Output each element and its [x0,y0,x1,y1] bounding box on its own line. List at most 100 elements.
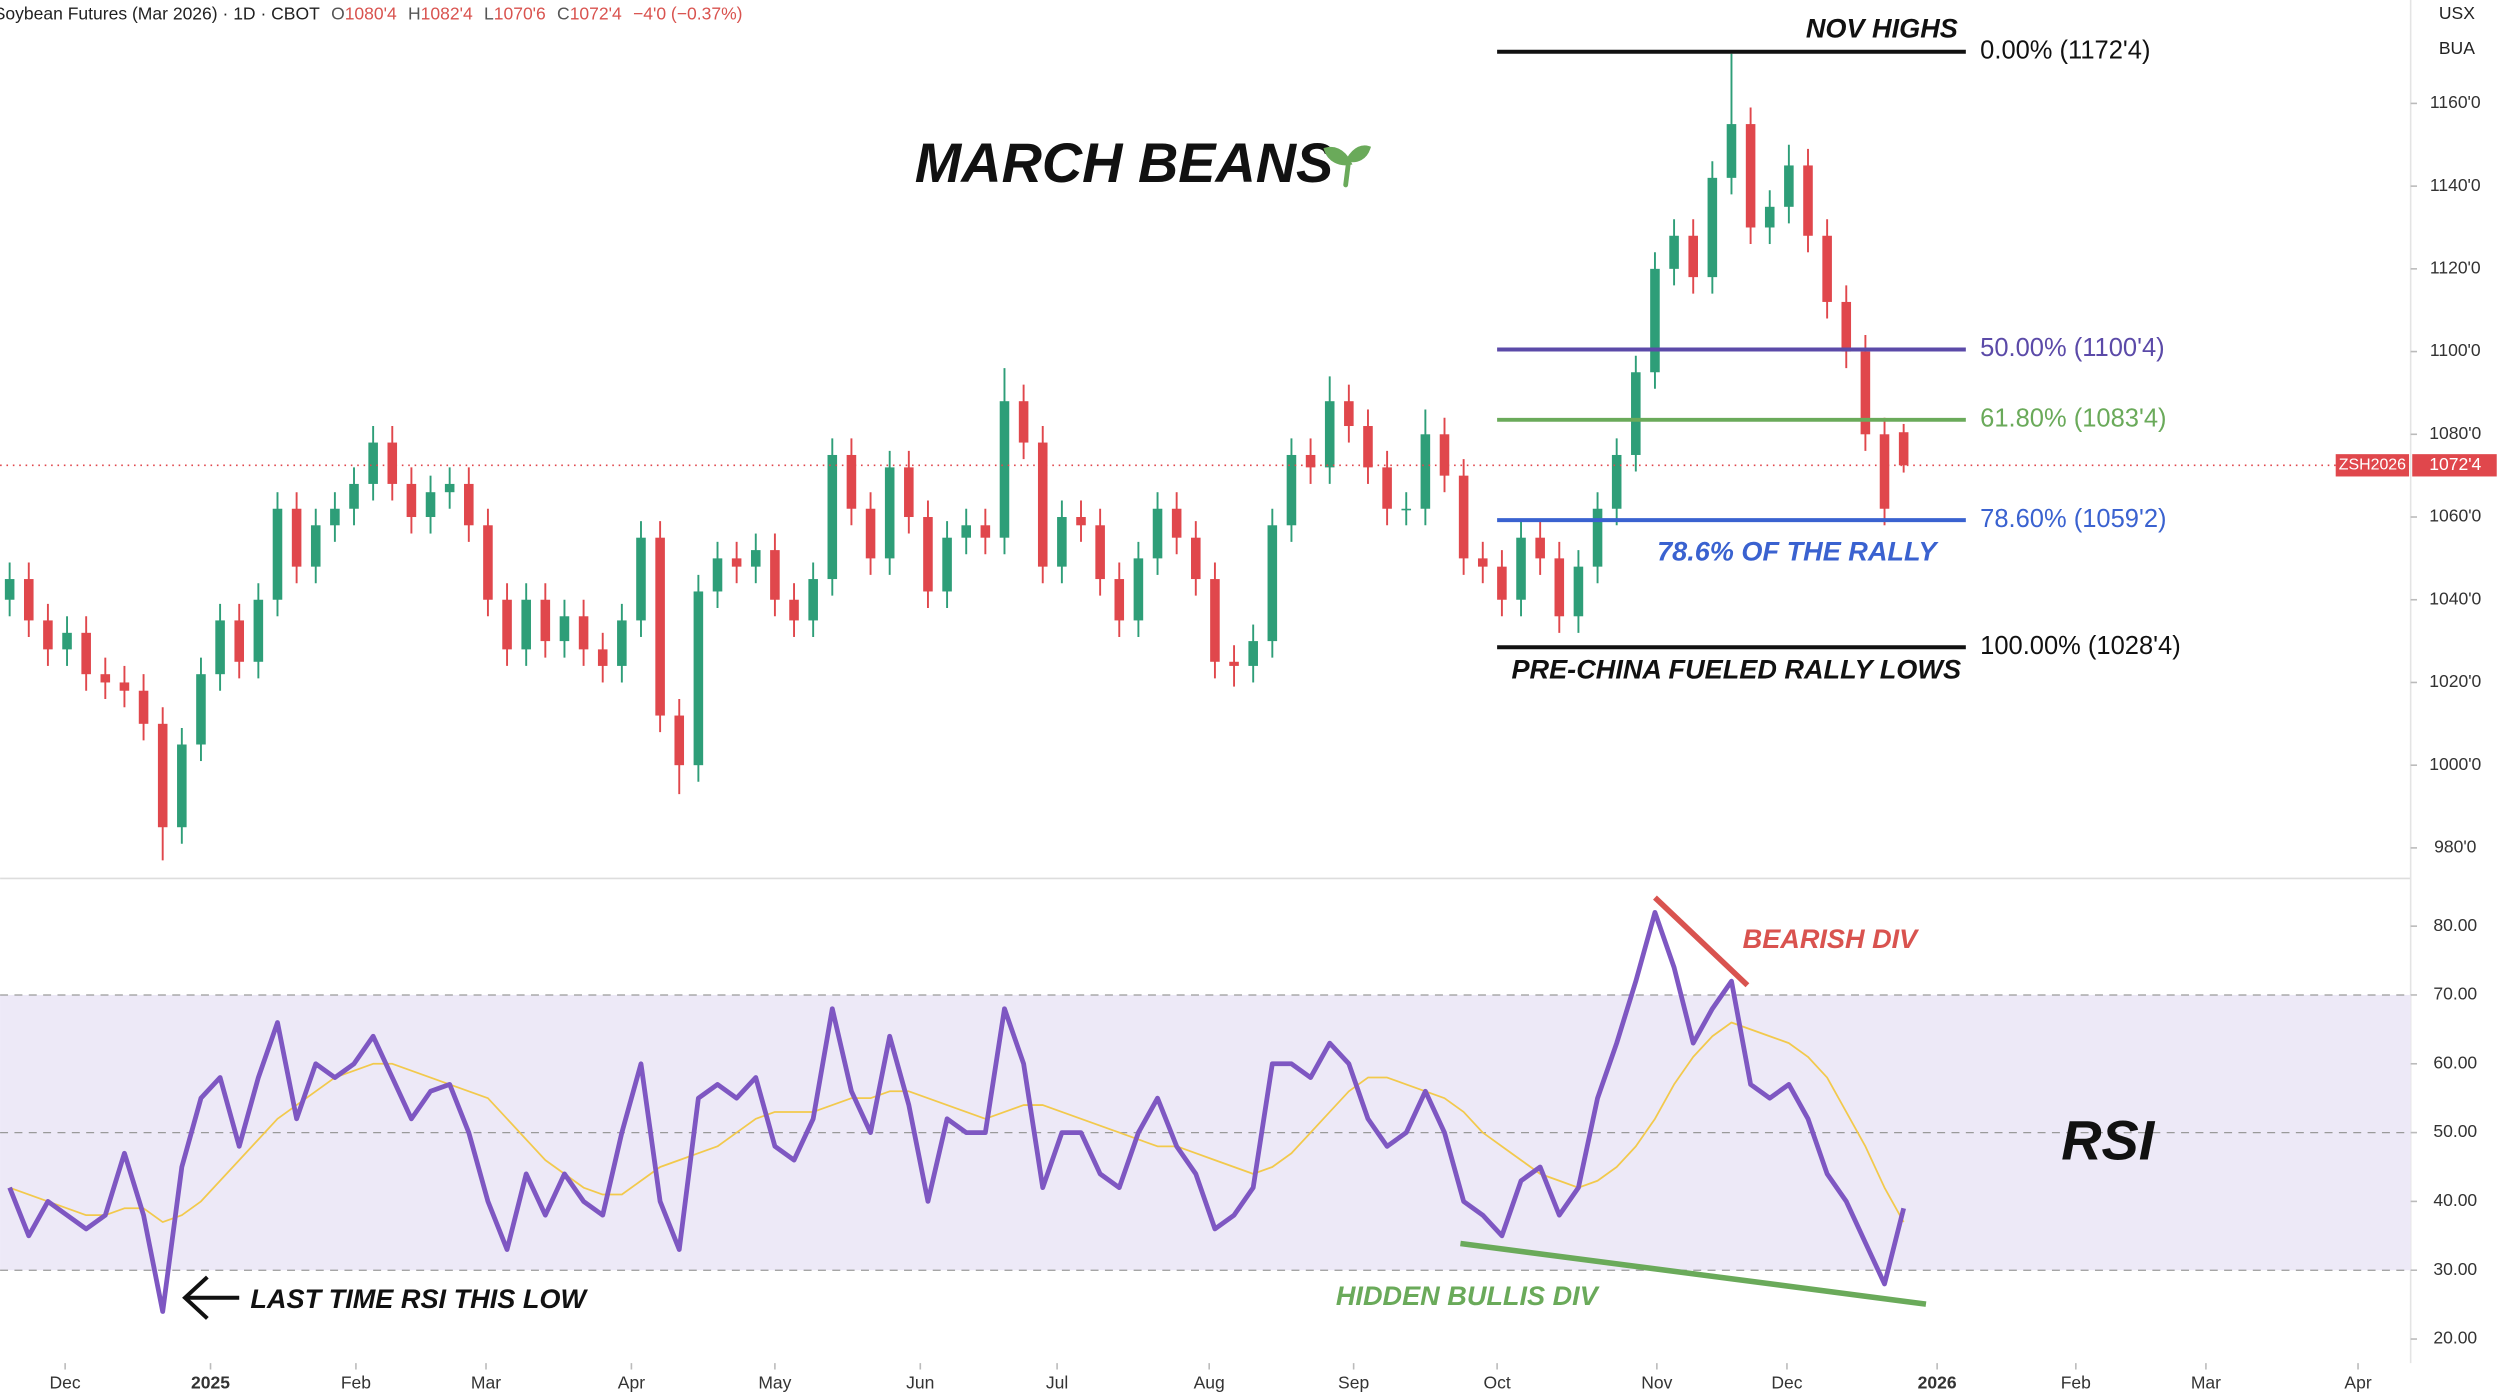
candle-body [827,454,838,580]
candle-body [483,525,493,600]
unit-label: BUA [2439,38,2475,58]
candle-body [1860,351,1871,435]
x-tick-label: 2025 [191,1372,230,1392]
candle-body [636,537,646,621]
candle-body [62,632,72,650]
x-tick-label: Dec [50,1372,81,1392]
candle-body [157,723,168,828]
candle-body [1516,537,1526,600]
candle-body [1401,508,1412,511]
candle-body [1803,165,1813,236]
candle-body [1210,579,1220,662]
legend-key: O [331,3,345,23]
candle-body [1420,434,1431,509]
candle-body [540,599,551,642]
legend-value: 1070'6 [494,3,546,23]
fib-label: 61.80% (1083'4) [1980,405,2166,433]
sprout-icon [1323,145,1372,188]
candle-body [43,620,53,650]
x-tick-label: May [758,1372,791,1392]
candle-body [1841,301,1852,352]
candle-body [177,744,187,828]
y-tick-label: 1120'0 [2430,257,2481,277]
candle-body [1286,454,1297,526]
sprout-leaf [1323,146,1353,166]
candle-body [1879,434,1890,509]
candle-body [597,649,608,666]
candle-body [81,632,91,675]
candle-body [1037,442,1048,567]
candle-body [1057,517,1067,567]
candle-body [1076,517,1086,526]
arrow-head [182,1275,209,1320]
y-tick-label: 1040'0 [2429,588,2481,608]
candle-body [1650,268,1660,373]
candle-body [578,616,589,650]
candle-body [942,537,952,592]
candle-body [1784,165,1794,207]
candle-body [23,579,34,621]
y-tick-label: 70.00 [2433,984,2477,1004]
bullish-div-line [1460,1240,1927,1307]
candle-body [1191,537,1201,580]
rsi-background [0,994,2411,1271]
candle-body [1497,566,1507,600]
candle-body [999,401,1010,538]
candle-body [119,682,130,691]
fib-label: 0.00% (1172'4) [1980,36,2150,64]
candle-body [1707,177,1718,278]
candle-body [1382,467,1392,509]
candle-body [904,467,914,518]
candle-body [693,591,704,766]
y-tick-label: 1140'0 [2430,175,2481,195]
sprout-leaf [1345,145,1372,163]
candle-body [1535,537,1545,559]
candle-body [1745,124,1756,228]
x-tick-label: Sep [1338,1372,1369,1392]
legend-key: L [484,3,494,23]
candle-body [425,492,436,518]
y-tick-label: 1080'0 [2429,423,2481,443]
candle-body [368,442,378,484]
x-tick-label: 2026 [1918,1372,1957,1392]
legend-value: 1072'4 [570,3,622,23]
y-tick-label: 1100'0 [2430,340,2481,360]
y-tick-label: 980'0 [2434,837,2477,857]
rsi-line [7,910,1906,1314]
candle-body [750,550,761,567]
y-tick-label: 1060'0 [2429,506,2481,526]
x-tick-label: Feb [2061,1372,2091,1392]
y-tick-label: 30.00 [2433,1259,2477,1279]
rsi-ma-line [9,1021,1905,1223]
candle-body [272,508,283,600]
y-tick-label: 50.00 [2433,1121,2477,1141]
x-tick-label: Dec [1771,1372,1802,1392]
candle-body [1822,235,1832,302]
y-tick-label: 1020'0 [2429,671,2481,691]
headline: MARCH BEANS [915,131,1333,194]
plot-layer: 980'0 1000'0 1020'0 1040'0 1060'0 1080'0 1100'… [0,36,2497,1392]
y-tick-label: 40.00 [2433,1190,2477,1210]
legend-key: H [408,3,421,23]
y-tick-label: 60.00 [2433,1052,2477,1072]
candle-body [444,483,455,493]
y-tick-label: 80.00 [2433,915,2477,935]
candle-body [1477,558,1488,567]
candle-body [1669,235,1679,269]
annotation: PRE-CHINA FUELED RALLY LOWS [1511,653,1961,684]
candle-body [1554,558,1565,617]
candle-body [731,558,742,567]
fib-label: 100.00% (1028'4) [1980,632,2181,660]
candle-body [923,517,933,592]
candle-body [464,483,474,526]
candle-body [808,579,818,621]
x-tick-label: Feb [341,1372,371,1392]
candle-body [1344,401,1354,427]
candle-body [1439,434,1450,476]
candle-body [502,599,512,650]
candle-body [196,674,206,745]
fib-label: 50.00% (1100'4) [1980,334,2164,362]
fib-label: 78.60% (1059'2) [1980,505,2166,533]
x-tick-label: Mar [471,1372,501,1392]
x-tick-label: Nov [1641,1372,1672,1392]
